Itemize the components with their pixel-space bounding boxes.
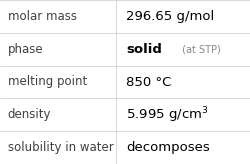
Text: molar mass: molar mass: [8, 10, 76, 23]
Text: solid: solid: [126, 43, 162, 56]
Text: decomposes: decomposes: [126, 141, 210, 154]
Text: 5.995 g/cm$^{3}$: 5.995 g/cm$^{3}$: [126, 105, 209, 125]
Text: (at STP): (at STP): [179, 44, 220, 54]
Text: 850 °C: 850 °C: [126, 75, 172, 89]
Text: melting point: melting point: [8, 75, 87, 89]
Text: phase: phase: [8, 43, 43, 56]
Text: density: density: [8, 108, 51, 121]
Text: solubility in water: solubility in water: [8, 141, 113, 154]
Text: 296.65 g/mol: 296.65 g/mol: [126, 10, 214, 23]
